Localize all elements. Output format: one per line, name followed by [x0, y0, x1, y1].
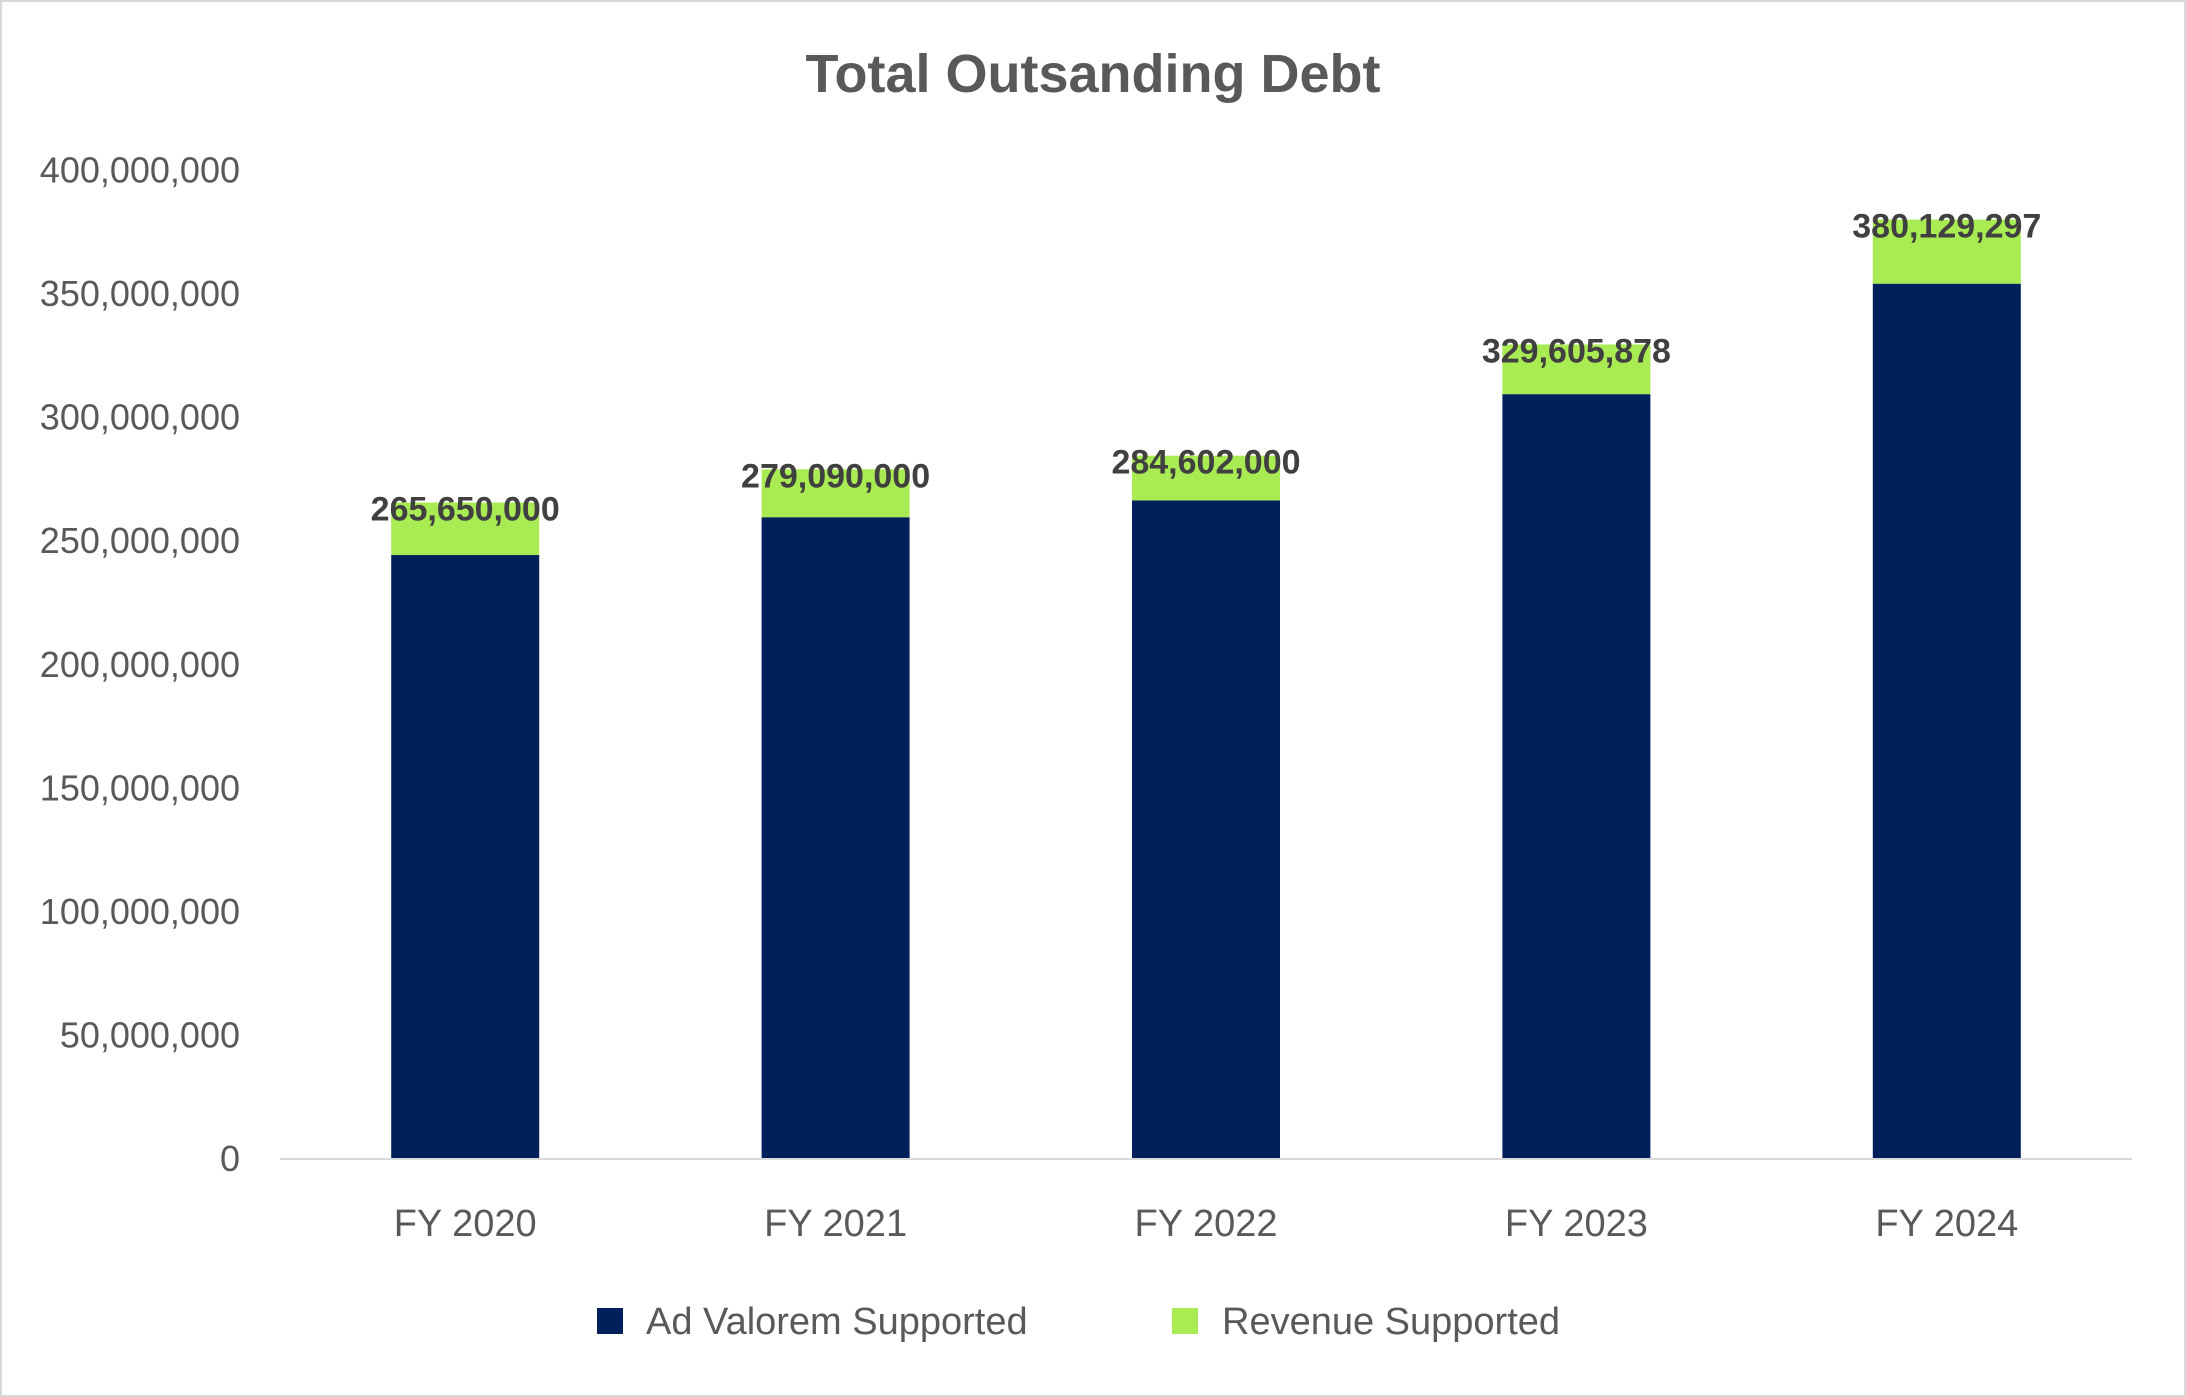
- bar-segment-ad-valorem-supported: [391, 555, 540, 1159]
- bar-segment-revenue-supported: [391, 502, 540, 556]
- y-tick-label: 150,000,000: [40, 767, 240, 808]
- y-tick-label: 200,000,000: [40, 644, 240, 685]
- x-tick-label: FY 2023: [1505, 1203, 1648, 1245]
- y-tick-label: 50,000,000: [60, 1014, 240, 1055]
- bar-segment-revenue-supported: [1502, 344, 1651, 395]
- x-tick-label: FY 2022: [1135, 1203, 1278, 1245]
- bars: [391, 219, 2021, 1160]
- bar-segment-revenue-supported: [1132, 455, 1280, 501]
- x-tick-label: FY 2021: [764, 1203, 907, 1245]
- y-tick-label: 300,000,000: [40, 397, 240, 438]
- bar-segment-ad-valorem-supported: [1872, 283, 2021, 1160]
- x-axis: FY 2020 FY 2021 FY 2022 FY 2023 FY 2024: [394, 1203, 2019, 1245]
- legend-swatch: [1172, 1308, 1198, 1334]
- total-data-label: 380,129,297: [1852, 208, 2041, 246]
- legend-label: Revenue Supported: [1222, 1301, 1560, 1343]
- bar-segment-revenue-supported: [761, 469, 910, 518]
- data-labels: 265,650,000 279,090,000 284,602,000 329,605…: [371, 208, 2042, 529]
- legend-swatch: [597, 1308, 623, 1334]
- bar-segment-revenue-supported: [1872, 219, 2021, 284]
- x-tick-label: FY 2024: [1875, 1203, 2018, 1245]
- chart-title: Total Outsanding Debt: [806, 44, 1381, 104]
- bar-segment-ad-valorem-supported: [1132, 500, 1280, 1159]
- y-tick-label: 0: [220, 1138, 240, 1179]
- y-tick-label: 100,000,000: [40, 891, 240, 932]
- y-tick-label: 400,000,000: [40, 150, 240, 191]
- legend-label: Ad Valorem Supported: [646, 1301, 1028, 1343]
- y-axis: 0 50,000,000 100,000,000 150,000,000 200,000…: [40, 150, 240, 1180]
- bar-segment-ad-valorem-supported: [761, 517, 910, 1159]
- legend: Ad Valorem Supported Revenue Supported: [597, 1301, 1560, 1343]
- total-data-label: 279,090,000: [741, 457, 930, 495]
- y-tick-label: 350,000,000: [40, 273, 240, 314]
- y-tick-label: 250,000,000: [40, 520, 240, 561]
- x-tick-label: FY 2020: [394, 1203, 537, 1245]
- total-data-label: 329,605,878: [1482, 332, 1671, 370]
- total-data-label: 265,650,000: [371, 491, 560, 529]
- total-data-label: 284,602,000: [1111, 444, 1300, 482]
- bar-segment-ad-valorem-supported: [1502, 394, 1651, 1159]
